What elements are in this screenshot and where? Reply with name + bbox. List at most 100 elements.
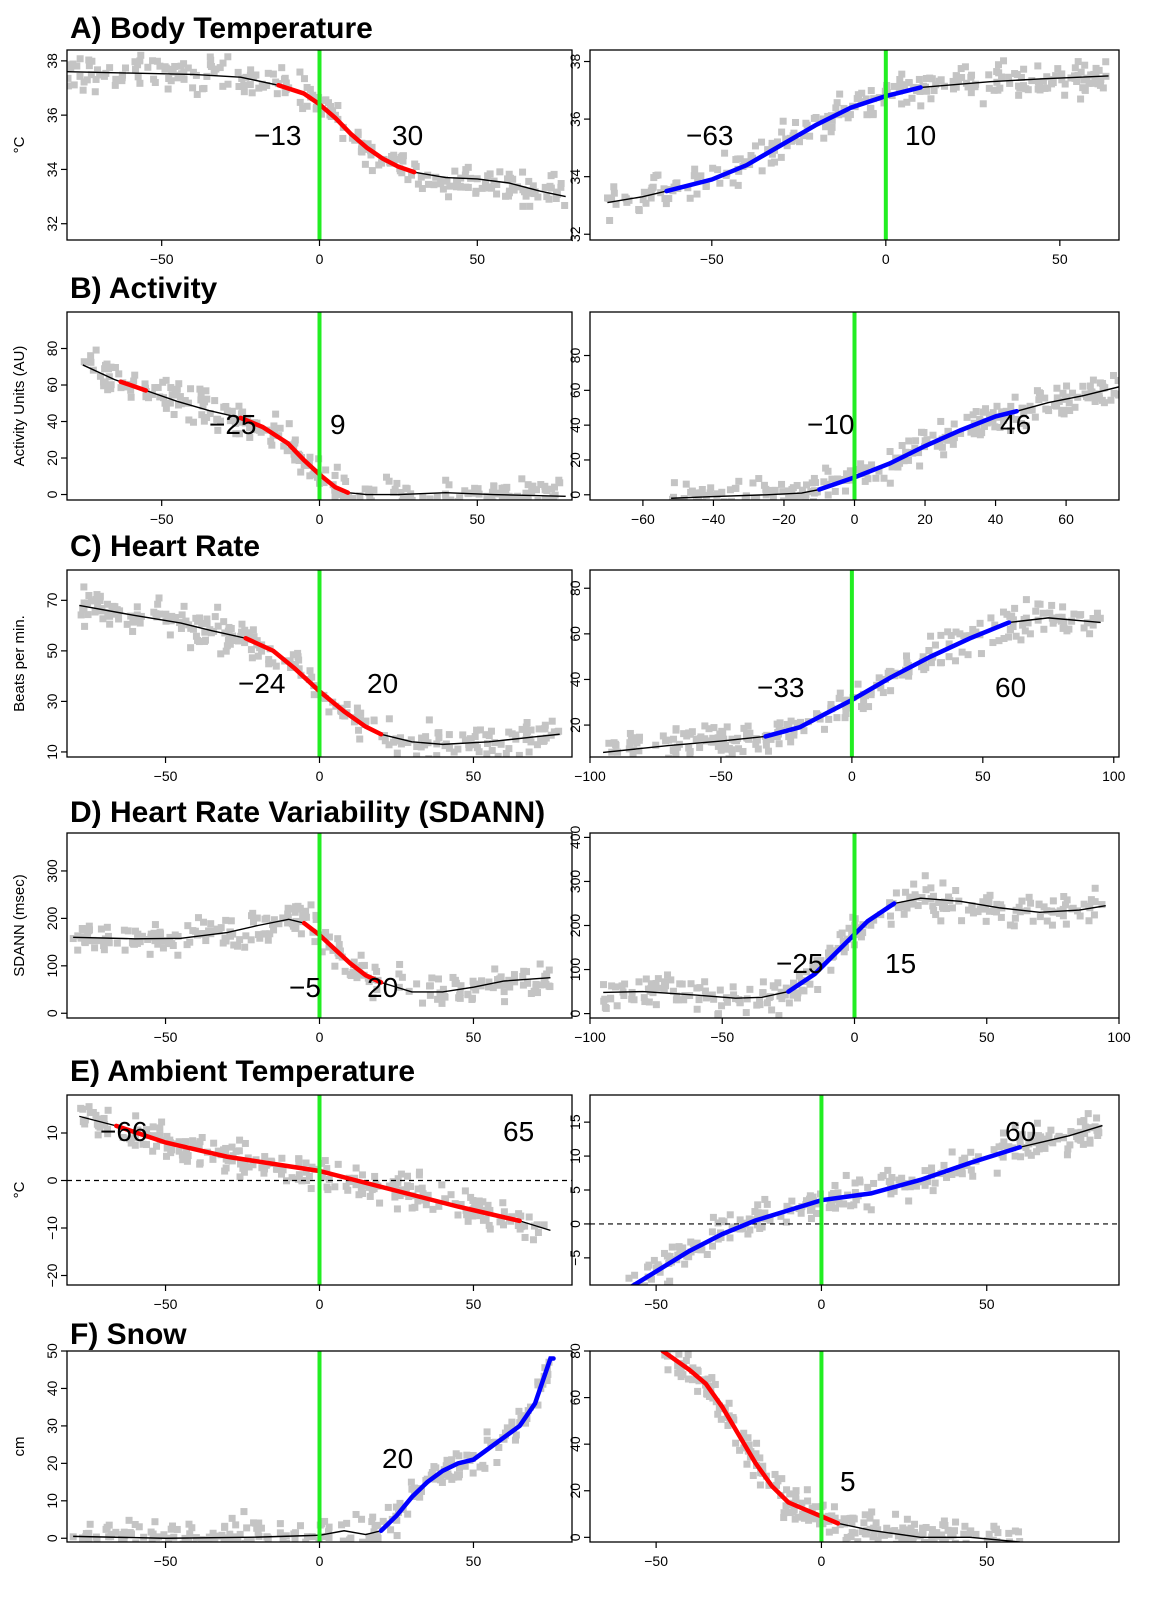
scatter-point <box>695 996 703 1004</box>
scatter-point <box>855 466 863 474</box>
scatter-point <box>322 928 330 936</box>
scatter-point <box>67 74 72 82</box>
scatter-point <box>740 724 748 732</box>
scatter-point <box>905 1197 913 1205</box>
scatter-point <box>1092 64 1100 72</box>
scatter-point <box>952 83 960 91</box>
scatter-point <box>464 991 472 999</box>
scatter-point <box>266 930 274 938</box>
scatter-point <box>488 184 496 192</box>
scatter-point <box>478 184 486 192</box>
scatter-point <box>1005 1529 1013 1537</box>
scatter-point <box>839 1200 847 1208</box>
scatter-point <box>625 1274 633 1282</box>
scatter-point <box>920 1538 928 1542</box>
scatter-point <box>840 948 848 956</box>
scatter-point <box>1091 397 1099 405</box>
scatter-point <box>930 1540 938 1542</box>
scatter-point <box>644 1263 652 1271</box>
boundary-label: −10 <box>807 409 855 440</box>
scatter-point <box>1016 1541 1024 1542</box>
scatter-point <box>487 503 494 510</box>
scatter-point <box>385 1182 393 1190</box>
scatter-point <box>248 654 256 662</box>
scatter-point <box>500 988 508 996</box>
scatter-point <box>259 1544 266 1551</box>
scatter-point <box>273 90 281 98</box>
scatter-point <box>163 1144 171 1152</box>
scatter-point <box>636 733 644 741</box>
scatter-point <box>908 900 916 908</box>
scatter-point <box>236 1530 244 1538</box>
scatter-point <box>439 185 447 193</box>
scatter-point <box>791 1515 799 1523</box>
scatter-point <box>250 633 258 641</box>
scatter-point <box>841 943 849 951</box>
scatter-point <box>654 975 662 983</box>
y-tick-label: 15 <box>567 1114 583 1130</box>
scatter-point <box>905 437 913 445</box>
scatter-point <box>268 1552 275 1559</box>
scatter-point <box>113 939 121 947</box>
scatter-point <box>74 946 82 954</box>
scatter-point <box>675 1243 683 1251</box>
scatter-point <box>299 105 307 113</box>
scatter-point <box>885 667 893 675</box>
scatter-point <box>814 985 822 993</box>
y-tick-label: 0 <box>567 1533 583 1541</box>
y-tick-label: 40 <box>567 417 583 433</box>
scatter-point <box>898 442 906 450</box>
scatter-point <box>356 970 364 978</box>
scatter-point <box>534 1401 542 1409</box>
scatter-point <box>79 1118 87 1126</box>
scatter-point <box>1070 610 1078 618</box>
scatter-point <box>744 722 752 730</box>
scatter-point <box>192 632 200 640</box>
y-tick-label: 40 <box>567 1436 583 1452</box>
scatter-point <box>150 75 158 83</box>
scatter-point <box>483 1436 491 1444</box>
scatter-point <box>1046 609 1054 617</box>
scatter-point <box>350 718 358 726</box>
x-tick-label: −50 <box>154 1553 178 1569</box>
scatter-point <box>850 1515 858 1523</box>
scatter-point <box>996 423 1004 431</box>
scatter-point <box>888 463 896 471</box>
scatter-point <box>95 937 103 945</box>
scatter-point <box>905 456 913 464</box>
scatter-point <box>672 726 680 734</box>
scatter-point <box>993 900 1001 908</box>
y-tick-label: 100 <box>44 954 60 978</box>
scatter-point <box>230 941 238 949</box>
x-tick-label: −50 <box>644 1553 668 1569</box>
scatter-point <box>459 731 467 739</box>
scatter-point <box>478 978 486 986</box>
scatter-point <box>491 739 499 747</box>
scatter-point <box>237 410 245 418</box>
scatter-point <box>901 1183 909 1191</box>
scatter-point <box>496 1218 504 1226</box>
scatter-point <box>887 1190 895 1198</box>
scatter-point <box>561 504 568 511</box>
scatter-point <box>1000 1550 1007 1557</box>
scatter-point <box>272 1165 280 1173</box>
scatter-point <box>947 632 955 640</box>
scatter-point <box>482 731 490 739</box>
scatter-point <box>880 474 888 482</box>
scatter-point <box>529 1236 537 1244</box>
scatter-point <box>670 493 678 500</box>
scatter-point <box>312 1544 319 1551</box>
scatter-point <box>782 1218 790 1226</box>
scatter-point <box>414 180 422 188</box>
scatter-point <box>896 76 904 84</box>
scatter-point <box>522 489 530 497</box>
scatter-point <box>496 975 504 983</box>
scatter-point <box>684 1351 692 1359</box>
scatter-point <box>1095 394 1103 402</box>
scatter-point <box>888 1174 896 1182</box>
scatter-point <box>956 630 964 638</box>
scatter-point <box>994 61 1002 69</box>
scatter-point <box>138 932 146 940</box>
scatter-point <box>744 1434 752 1442</box>
